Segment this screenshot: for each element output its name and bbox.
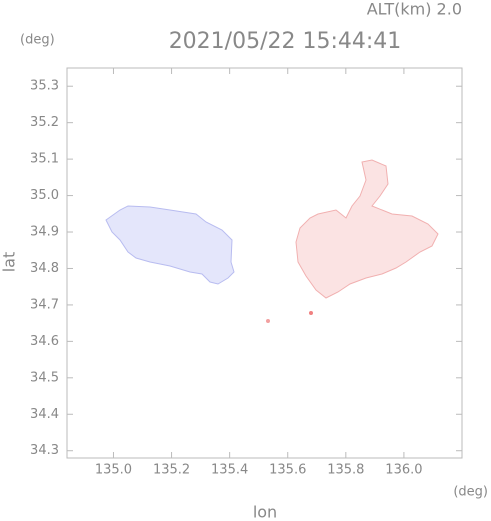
x-tick-label: 135.0: [95, 463, 132, 478]
echo-blue: [105, 205, 235, 285]
y-tick-label: 34.8: [30, 261, 59, 276]
y-tick-label: 34.9: [30, 225, 59, 240]
x-unit: (deg): [453, 485, 488, 500]
y-tick-label: 35.2: [30, 115, 59, 130]
altitude-label: ALT(km) 2.0: [367, 0, 462, 19]
y-tick-label: 35.1: [30, 152, 59, 167]
x-tick-label: 135.2: [153, 463, 190, 478]
x-tick-label: 135.8: [327, 463, 364, 478]
plot-frame: [66, 67, 463, 459]
x-axis-label: lon: [253, 503, 277, 521]
y-tick-label: 34.5: [30, 370, 59, 385]
y-unit: (deg): [20, 33, 55, 48]
y-axis-label: lat: [0, 252, 19, 273]
chart-title: 2021/05/22 15:44:41: [169, 29, 402, 54]
x-tick-label: 135.4: [211, 463, 248, 478]
echo-speck: [266, 319, 270, 323]
y-tick-label: 34.6: [30, 334, 59, 349]
y-tick-label: 34.3: [30, 443, 59, 458]
y-tick-label: 34.7: [30, 297, 59, 312]
echo-red: [266, 159, 439, 323]
y-tick-label: 35.0: [30, 188, 59, 203]
echo-speck: [309, 311, 313, 315]
x-tick-label: 135.6: [269, 463, 306, 478]
y-tick-label: 35.3: [30, 79, 59, 94]
y-tick-label: 34.4: [30, 407, 59, 422]
x-tick-label: 136.0: [385, 463, 422, 478]
